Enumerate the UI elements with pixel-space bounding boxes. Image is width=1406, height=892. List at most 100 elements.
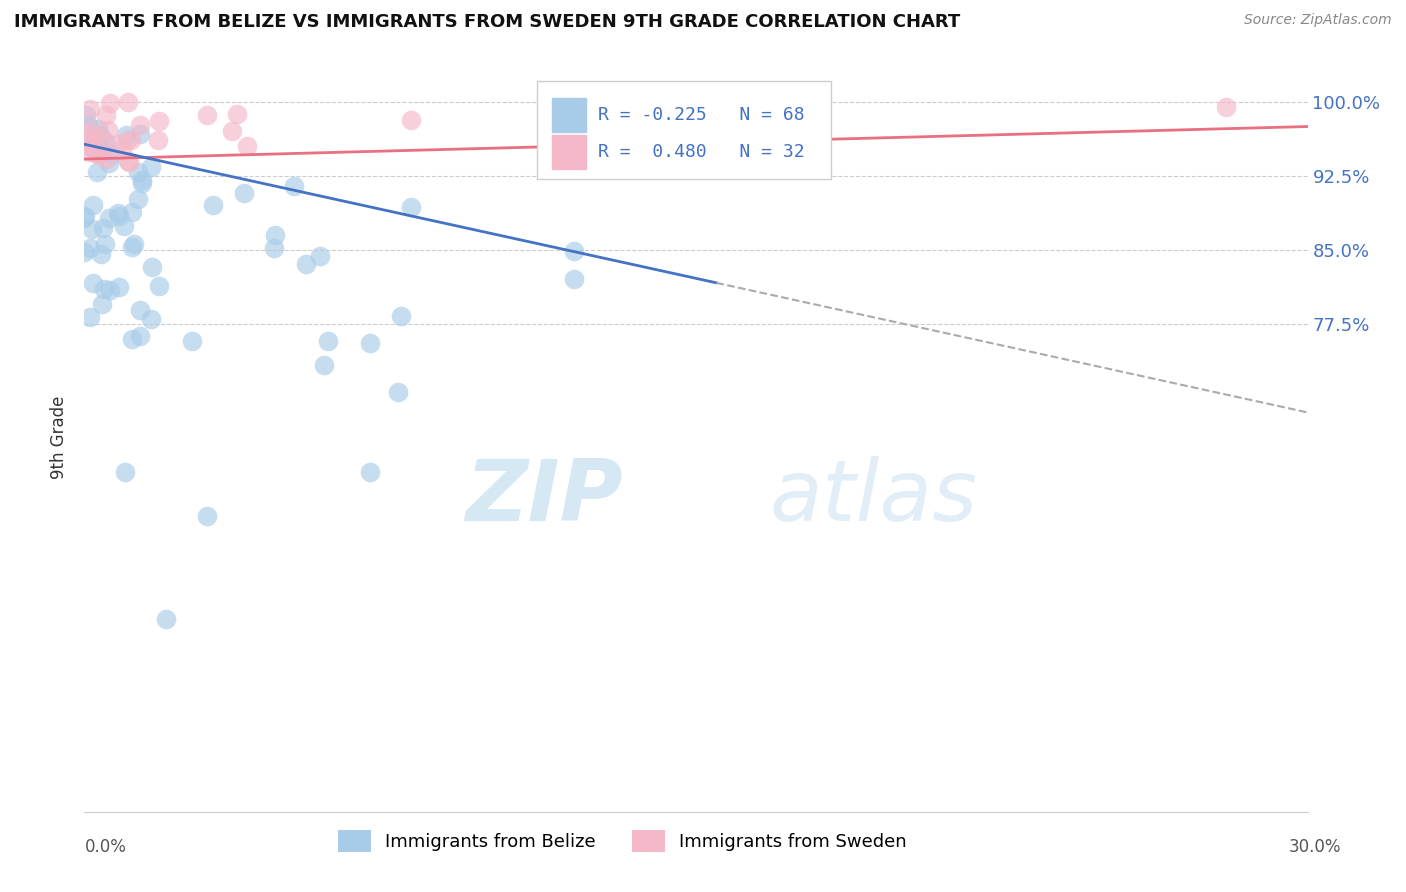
Point — [181, 334, 204, 348]
Point — [128, 118, 150, 132]
Point — [82, 276, 104, 290]
Point — [91, 134, 114, 148]
Point — [312, 358, 335, 372]
Point — [79, 102, 101, 116]
Point — [94, 136, 117, 150]
Point — [139, 160, 162, 174]
Point — [121, 240, 143, 254]
Point — [148, 278, 170, 293]
Point — [107, 209, 129, 223]
Point — [197, 107, 219, 121]
Point — [86, 121, 108, 136]
Point — [77, 139, 100, 153]
Point — [399, 112, 422, 127]
Legend: Immigrants from Belize, Immigrants from Sweden: Immigrants from Belize, Immigrants from … — [332, 822, 914, 859]
Point — [75, 210, 97, 224]
Text: 30.0%: 30.0% — [1288, 838, 1341, 855]
Point — [82, 221, 104, 235]
Point — [108, 280, 131, 294]
Point — [101, 146, 124, 161]
Point — [114, 465, 136, 479]
Point — [155, 612, 177, 626]
Point — [80, 140, 103, 154]
Point — [128, 127, 150, 141]
Point — [807, 100, 830, 114]
Point — [141, 312, 163, 326]
Point — [236, 139, 259, 153]
Point — [111, 143, 134, 157]
Point — [117, 154, 139, 169]
Point — [89, 128, 111, 142]
Point — [129, 328, 152, 343]
Point — [387, 384, 409, 399]
Point — [263, 241, 285, 255]
Text: Source: ZipAtlas.com: Source: ZipAtlas.com — [1244, 13, 1392, 28]
Y-axis label: 9th Grade: 9th Grade — [51, 395, 69, 479]
Point — [114, 128, 136, 142]
Point — [86, 165, 108, 179]
Point — [117, 95, 139, 110]
Point — [399, 200, 422, 214]
Point — [91, 220, 114, 235]
Point — [87, 145, 110, 160]
Point — [232, 186, 254, 201]
Point — [562, 244, 585, 258]
Point — [148, 132, 170, 146]
Point — [98, 283, 121, 297]
Point — [73, 244, 96, 259]
Point — [309, 249, 332, 263]
Point — [122, 236, 145, 251]
Text: IMMIGRANTS FROM BELIZE VS IMMIGRANTS FROM SWEDEN 9TH GRADE CORRELATION CHART: IMMIGRANTS FROM BELIZE VS IMMIGRANTS FRO… — [14, 13, 960, 31]
Point — [202, 198, 225, 212]
Point — [129, 302, 152, 317]
Point — [127, 165, 149, 179]
Point — [82, 198, 104, 212]
Point — [295, 257, 318, 271]
Bar — [551, 136, 586, 169]
Point — [77, 135, 100, 149]
Point — [221, 124, 243, 138]
Point — [73, 211, 96, 226]
Text: R = -0.225   N = 68: R = -0.225 N = 68 — [598, 106, 804, 124]
Point — [84, 134, 107, 148]
Point — [148, 114, 170, 128]
Point — [359, 336, 381, 351]
Text: R =  0.480   N = 32: R = 0.480 N = 32 — [598, 144, 804, 161]
Point — [89, 148, 111, 162]
Point — [79, 145, 101, 159]
Point — [225, 107, 247, 121]
Point — [87, 139, 110, 153]
Point — [84, 130, 107, 145]
Point — [112, 219, 135, 233]
Point — [263, 228, 285, 243]
Point — [316, 334, 339, 348]
Point — [100, 95, 122, 110]
Point — [84, 146, 107, 161]
Point — [90, 297, 112, 311]
Point — [107, 206, 129, 220]
Point — [94, 108, 117, 122]
Point — [107, 137, 129, 152]
Point — [1215, 100, 1237, 114]
Point — [562, 272, 585, 286]
Point — [93, 282, 115, 296]
Point — [79, 128, 101, 142]
Point — [120, 133, 142, 147]
Point — [97, 123, 120, 137]
Point — [115, 133, 138, 147]
Point — [91, 144, 114, 158]
Point — [97, 211, 120, 226]
Point — [79, 241, 101, 255]
Point — [94, 237, 117, 252]
Text: atlas: atlas — [769, 456, 977, 539]
Point — [90, 246, 112, 260]
Point — [86, 129, 108, 144]
FancyBboxPatch shape — [537, 81, 831, 178]
Text: 0.0%: 0.0% — [84, 838, 127, 855]
Point — [79, 122, 101, 136]
Point — [283, 179, 305, 194]
Point — [79, 120, 101, 134]
Point — [121, 332, 143, 346]
Point — [131, 176, 153, 190]
Point — [97, 156, 120, 170]
